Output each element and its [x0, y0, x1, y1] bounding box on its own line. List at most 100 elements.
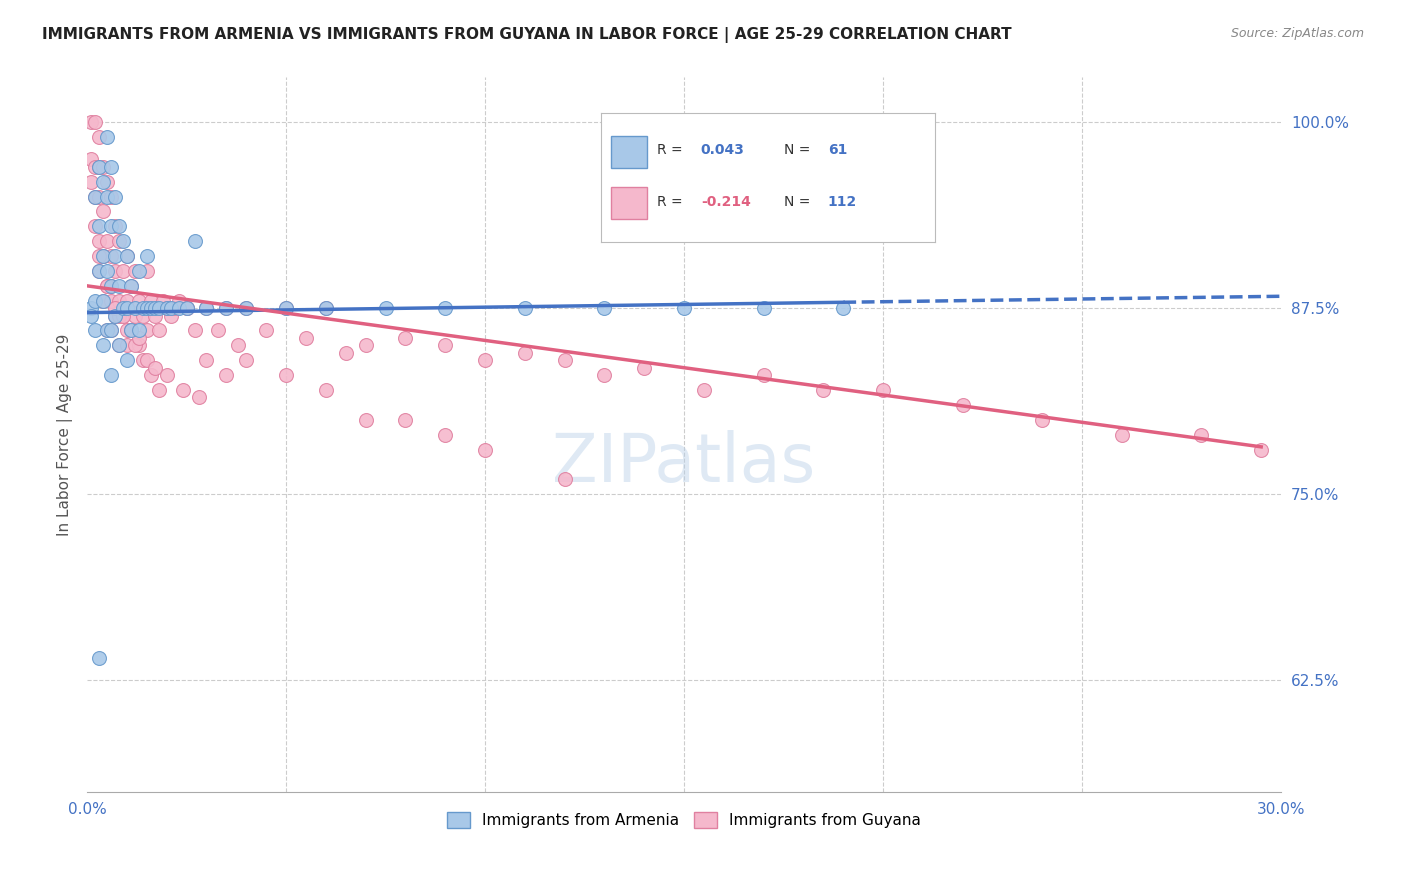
Point: [100, 293, 122, 308]
Point: [96, 324, 118, 338]
Point: [593, 368, 616, 383]
Point: [143, 309, 166, 323]
Point: [115, 338, 138, 352]
Point: [1191, 427, 1213, 442]
Point: [474, 442, 496, 457]
Point: [84, 189, 107, 203]
Point: [84, 115, 107, 129]
Point: [434, 338, 457, 352]
Point: [148, 324, 170, 338]
Point: [159, 301, 181, 315]
Point: [108, 293, 131, 308]
Point: [100, 189, 122, 203]
Point: [87, 249, 110, 263]
Point: [124, 301, 146, 315]
Point: [128, 338, 150, 352]
Point: [156, 368, 179, 383]
Point: [274, 368, 297, 383]
Point: [108, 338, 131, 352]
Point: [167, 293, 190, 308]
Point: [183, 234, 205, 248]
Point: [104, 264, 127, 278]
Point: [1250, 442, 1272, 457]
Point: [143, 360, 166, 375]
Point: [176, 301, 198, 315]
Point: [554, 353, 576, 368]
Point: [108, 309, 131, 323]
Point: [115, 249, 138, 263]
Point: [226, 338, 249, 352]
Point: [633, 360, 655, 375]
Point: [111, 309, 134, 323]
Point: [139, 368, 162, 383]
Point: [100, 368, 122, 383]
Point: [104, 249, 127, 263]
Point: [474, 353, 496, 368]
Point: [434, 427, 457, 442]
Point: [143, 301, 166, 315]
Point: [80, 175, 103, 189]
Point: [132, 353, 155, 368]
Point: [87, 160, 110, 174]
Point: [84, 189, 107, 203]
Point: [254, 324, 277, 338]
Point: [132, 309, 155, 323]
Text: Source: ZipAtlas.com: Source: ZipAtlas.com: [1230, 27, 1364, 40]
Point: [111, 301, 134, 315]
Point: [752, 368, 775, 383]
Point: [87, 189, 110, 203]
Point: [215, 368, 238, 383]
Point: [87, 651, 110, 665]
Point: [100, 278, 122, 293]
Point: [274, 301, 297, 315]
Point: [87, 219, 110, 234]
Point: [124, 264, 146, 278]
Point: [104, 219, 127, 234]
Point: [295, 331, 318, 345]
Point: [96, 175, 118, 189]
Point: [274, 301, 297, 315]
Point: [108, 234, 131, 248]
Point: [87, 130, 110, 145]
Point: [108, 278, 131, 293]
Point: [91, 160, 114, 174]
Point: [91, 249, 114, 263]
Point: [80, 309, 103, 323]
Point: [135, 264, 157, 278]
Point: [872, 383, 894, 397]
Point: [167, 301, 190, 315]
Point: [96, 189, 118, 203]
Point: [513, 346, 536, 360]
Point: [80, 153, 103, 167]
Point: [315, 301, 337, 315]
Point: [84, 219, 107, 234]
Point: [80, 301, 103, 315]
Point: [120, 278, 142, 293]
Point: [813, 383, 835, 397]
Point: [91, 175, 114, 189]
Point: [91, 338, 114, 352]
Point: [315, 301, 337, 315]
Point: [235, 301, 257, 315]
Point: [673, 301, 696, 315]
Point: [91, 293, 114, 308]
Point: [128, 264, 150, 278]
Point: [156, 301, 179, 315]
Point: [84, 160, 107, 174]
Point: [374, 301, 396, 315]
Point: [115, 249, 138, 263]
Point: [100, 219, 122, 234]
Point: [108, 338, 131, 352]
Point: [84, 293, 107, 308]
Point: [124, 309, 146, 323]
Point: [91, 249, 114, 263]
Point: [693, 383, 716, 397]
Point: [195, 301, 218, 315]
Point: [139, 293, 162, 308]
Point: [952, 398, 974, 412]
Point: [139, 301, 162, 315]
Point: [148, 301, 170, 315]
Point: [354, 413, 377, 427]
Point: [104, 189, 127, 203]
Point: [132, 301, 155, 315]
